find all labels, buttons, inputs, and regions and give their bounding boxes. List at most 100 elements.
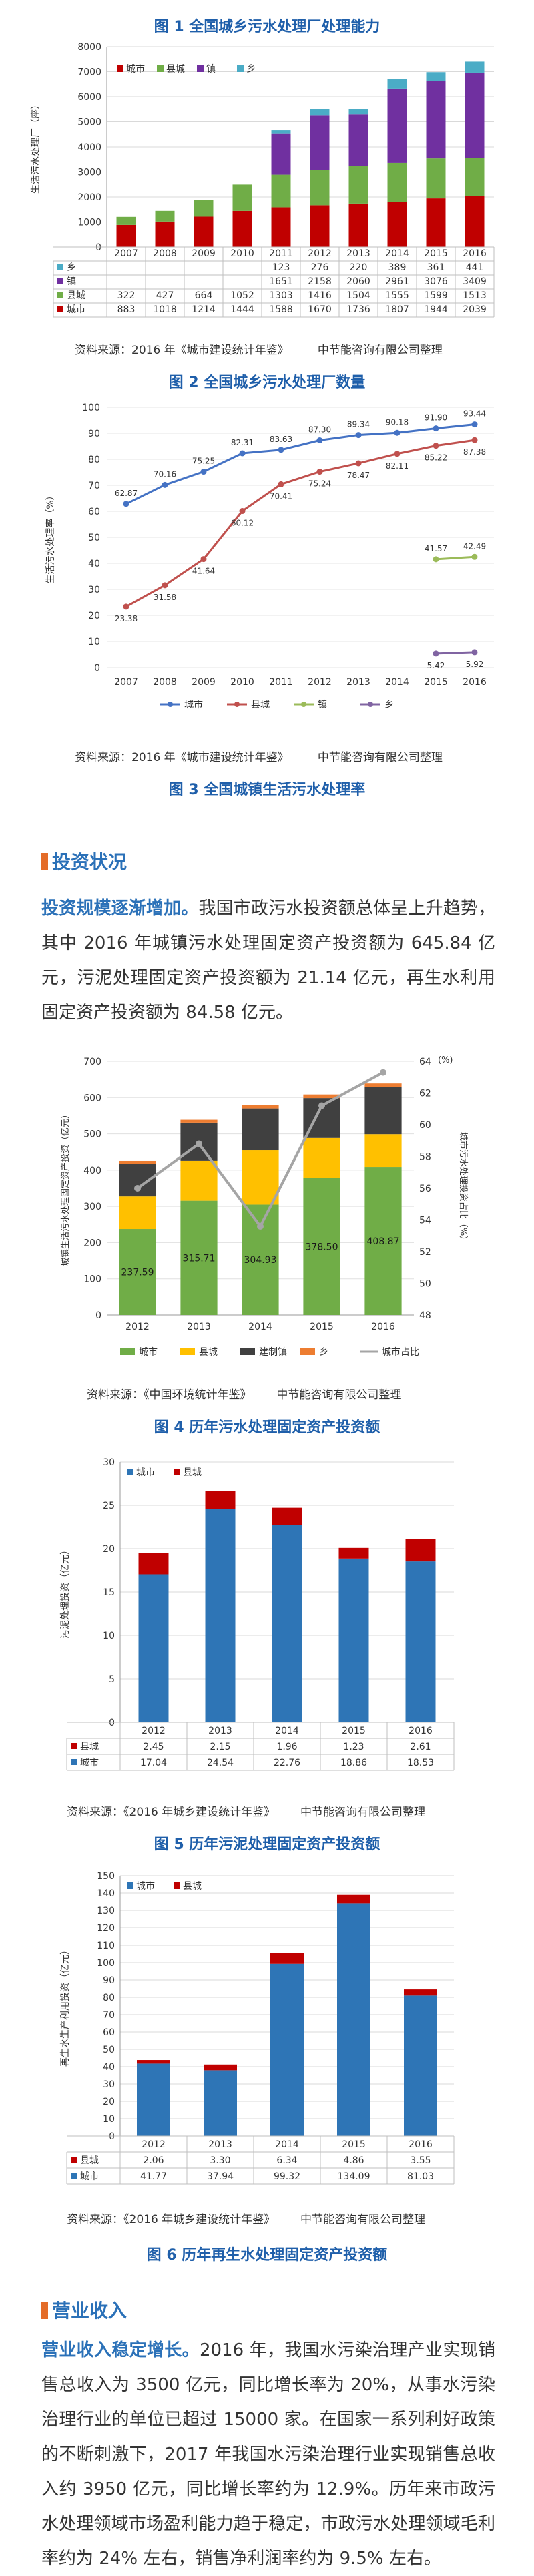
table-cell: 18.53: [407, 1758, 434, 1768]
y-tick-label: 120: [97, 1923, 115, 1934]
y-tick-label: 20: [88, 611, 100, 621]
x-tick-label: 2013: [187, 1322, 211, 1332]
y-axis-label: 生活污水处理率（%）: [45, 491, 56, 583]
data-label: 83.63: [270, 435, 292, 444]
y-tick-label: 0: [94, 663, 100, 674]
data-point-城市: [433, 425, 439, 432]
y2-tick-label: 58: [419, 1152, 431, 1163]
legend-swatch: [300, 1348, 315, 1355]
x-tick-label: 2013: [346, 248, 370, 259]
x-tick-label: 2012: [142, 2139, 166, 2150]
bar-segment-城市: [465, 196, 485, 247]
table-cell: 1599: [424, 290, 448, 301]
bar-segment-县城: [116, 216, 136, 225]
y-tick-label: 100: [83, 1274, 101, 1285]
x-tick-label: 2010: [230, 248, 254, 259]
figure-2-chart: 0 1000 2000 3000 4000 5000 6000 7000 8000 生活污水处理厂…: [31, 42, 495, 318]
data-point-镇: [433, 556, 439, 563]
table-cell: 883: [117, 304, 136, 315]
bar-segment-乡: [242, 1105, 279, 1109]
bar-segment-乡: [119, 1160, 156, 1164]
figure-5-title: 图 5 历年污泥处理固定资产投资额: [154, 1836, 380, 1853]
data-label: 62.87: [115, 489, 138, 498]
x-tick-label: 2013: [208, 2139, 232, 2150]
figure-6-source: 资料来源：《2016 年城乡建设统计年鉴》 中节能咨询有限公司整理: [67, 2213, 425, 2226]
x-tick-label: 2012: [142, 1726, 166, 1736]
y-tick-label: 2000: [77, 192, 101, 203]
data-point-县城: [278, 481, 284, 487]
figure-2-source: 资料来源：2016 年《城市建设统计年鉴》 中节能咨询有限公司整理: [75, 344, 443, 357]
data-point-城市占比: [380, 1069, 386, 1076]
bar-segment-县城: [426, 158, 446, 199]
y-tick-label: 110: [97, 1941, 115, 1951]
section-heading-investment: 投资状况: [41, 848, 127, 874]
y-tick-label: 0: [95, 1310, 101, 1321]
y-tick-label: 10: [103, 2114, 115, 2125]
bar-segment-城市: [364, 1167, 402, 1315]
data-label: 82.31: [231, 438, 254, 447]
legend-label: 城市: [126, 63, 145, 75]
data-point-城市占比: [318, 1102, 325, 1109]
y-tick-label: 30: [103, 2079, 115, 2090]
table-cell: 322: [117, 290, 136, 301]
section-heading-revenue-text: 营业收入: [52, 2300, 127, 2322]
bar-segment-县城: [119, 1196, 156, 1230]
data-point-县城: [394, 451, 400, 457]
y-tick-label: 40: [103, 2062, 115, 2073]
bar-segment-城市: [337, 1903, 370, 2136]
bar-segment-县城: [204, 2064, 237, 2071]
table-row-swatch: [57, 306, 63, 312]
data-label: 42.49: [463, 541, 486, 551]
y2-tick-label: 64: [419, 1057, 431, 1067]
bar-segment-县城: [310, 170, 330, 206]
table-cell: 1944: [424, 304, 448, 315]
data-label: 82.11: [386, 461, 409, 471]
x-tick-label: 2014: [275, 1726, 299, 1736]
table-cell: 2961: [385, 276, 409, 287]
x-tick-label: 2007: [114, 677, 138, 688]
bar-segment-县城: [348, 166, 368, 204]
y2-tick-label: 56: [419, 1184, 431, 1194]
x-tick-label: 2015: [424, 248, 448, 259]
y-tick-label: 50: [88, 533, 100, 543]
y-axis-label: 再生水生产利用投资（亿元）: [60, 1945, 71, 2067]
table-row-swatch: [71, 2157, 77, 2163]
legend-label: 城市: [184, 699, 203, 710]
table-cell: 1303: [269, 290, 293, 301]
x-tick-label: 2009: [192, 677, 216, 688]
table-cell: 361: [427, 262, 445, 273]
table-cell: 81.03: [407, 2171, 434, 2182]
y-tick-label: 6000: [77, 92, 101, 103]
bar-segment-镇: [426, 81, 446, 159]
x-tick-label: 2007: [114, 248, 138, 259]
figure-6-chart: 0 10 20 30 40 50 60 70 80 90 100 110 120 130 140 150 再生水…: [60, 1871, 455, 2185]
data-point-县城: [355, 460, 362, 467]
y-tick-label: 30: [103, 1457, 115, 1468]
table-cell: 3.30: [210, 2155, 230, 2166]
y-tick-label: 50: [103, 2045, 115, 2055]
table-row-swatch: [57, 292, 63, 298]
bar-segment-城市: [348, 203, 368, 247]
x-tick-label: 2014: [385, 677, 409, 688]
bar-segment-县城: [404, 1989, 437, 1996]
bar-segment-县城: [232, 184, 252, 211]
table-cell: 17.04: [140, 1758, 167, 1768]
x-tick-label: 2011: [269, 677, 293, 688]
y2-tick-label: 60: [419, 1120, 431, 1131]
table-row-label: 乡: [67, 262, 76, 273]
legend-label: 乡: [319, 1347, 328, 1358]
table-row-swatch: [71, 1743, 77, 1749]
legend-swatch: [127, 1882, 134, 1889]
legend-label: 建制镇: [259, 1347, 287, 1358]
y-tick-label: 100: [97, 1958, 115, 1969]
legend-label: 城市: [136, 1880, 155, 1892]
y2-tick-label: 54: [419, 1216, 431, 1226]
bar-segment-乡: [465, 61, 485, 73]
bar-segment-城市: [116, 224, 136, 247]
y-tick-label: 0: [95, 242, 101, 253]
bar-segment-县城: [180, 1160, 218, 1201]
bar-segment-县城: [205, 1491, 236, 1509]
legend-swatch: [237, 65, 244, 72]
data-point-县城: [316, 469, 323, 475]
revenue-body: 2016 年，我国水污染治理产业实现销售总收入为 3500 亿元，同比增长率为 …: [41, 2340, 495, 2569]
